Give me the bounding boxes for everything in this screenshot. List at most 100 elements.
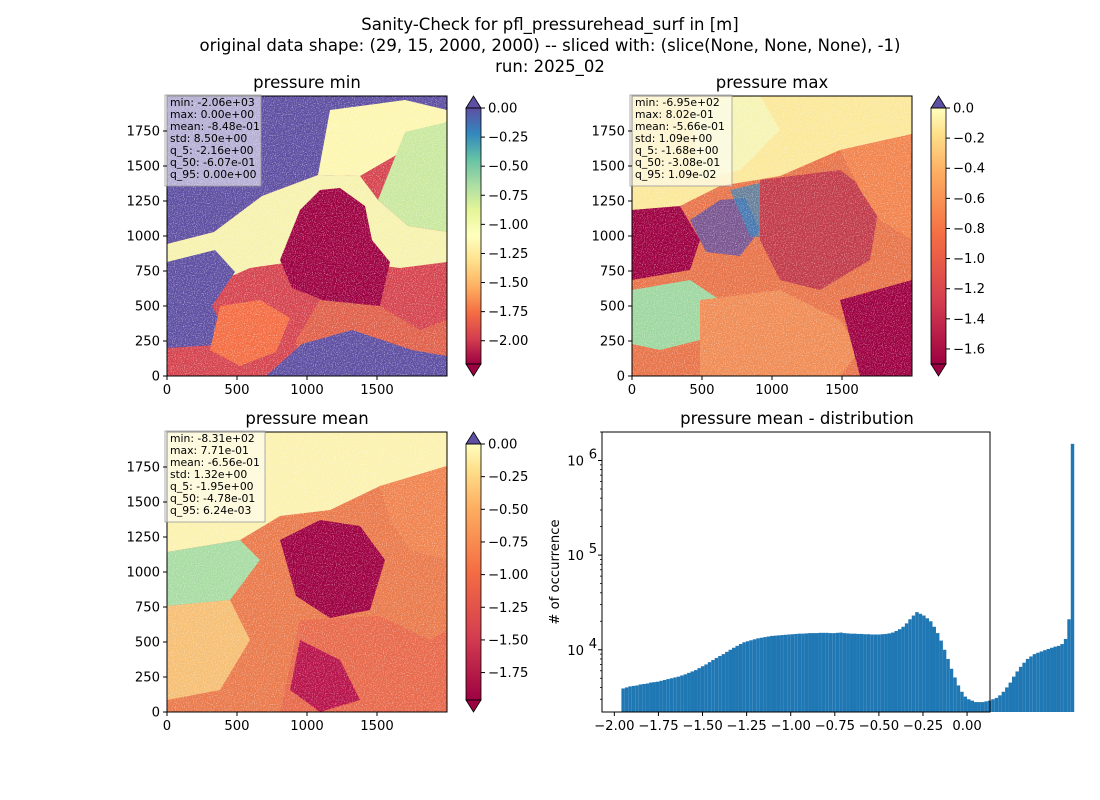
histogram-bar: [628, 686, 632, 712]
histogram-bar: [735, 645, 739, 712]
histogram-bar: [849, 633, 854, 712]
histogram-bar: [718, 655, 722, 712]
histogram-bar: [1039, 651, 1044, 712]
x-tick-label: 0: [628, 383, 636, 398]
y-tick-exponent: 5: [589, 542, 597, 557]
map-image: [167, 96, 447, 376]
histogram-bar: [666, 679, 670, 712]
colorbar-tick-label: −0.50: [488, 160, 528, 175]
colorbar-tick-label: 0.00: [488, 438, 517, 453]
y-tick-label: 1500: [591, 160, 625, 175]
y-tick-label: 0: [152, 706, 160, 721]
histogram-bar: [956, 685, 961, 712]
colorbar-tick-label: −1.25: [488, 247, 528, 262]
histogram-bar: [970, 700, 974, 712]
histogram-bar: [662, 679, 667, 712]
histogram-bar: [763, 637, 767, 712]
histogram-bar: [1018, 666, 1023, 712]
histogram-bar: [711, 659, 715, 712]
histogram-bar: [911, 615, 916, 712]
colorbar-tick-label: −0.75: [488, 189, 528, 204]
y-tick-label: 10: [567, 549, 584, 564]
colorbar-tick-label: −0.4: [953, 162, 985, 177]
histogram-bar: [832, 633, 836, 712]
panel-title: pressure mean: [245, 409, 368, 428]
axes-frame: [601, 431, 991, 713]
colorbar-tick-label: −1.6: [953, 342, 985, 357]
y-tick-label: 0: [617, 370, 625, 385]
histogram-bar: [707, 662, 712, 712]
colorbar-ticks: 0.0 −0.2 −0.4 −0.6 −0.8 −1.0 −1.2 −1.4 −1.6: [946, 102, 985, 357]
stats-box: min: -6.95e+02 max: 8.02e-01 mean: -5.66…: [629, 94, 733, 187]
stat-line: min: -6.95e+02: [635, 96, 720, 109]
histogram-bars: [621, 443, 1075, 712]
histogram-bar: [759, 637, 764, 712]
colorbar-tick-label: −1.00: [488, 568, 528, 583]
y-axis-label: # of occurrence: [548, 519, 563, 624]
histogram-bar: [873, 634, 878, 712]
y-tick-label: 500: [600, 300, 625, 315]
histogram-bar: [1043, 650, 1047, 712]
histogram-bar: [721, 654, 726, 712]
histogram-bar: [967, 699, 971, 712]
stat-line: q_95: 0.00e+00: [170, 168, 257, 181]
histogram-bar: [960, 691, 964, 712]
y-tick-label: 1750: [591, 125, 625, 140]
x-tick-label: −0.75: [815, 719, 855, 734]
histogram-bar: [697, 668, 701, 712]
histogram-bar: [887, 633, 892, 712]
histogram-bar: [884, 633, 888, 712]
histogram-bar: [693, 670, 698, 712]
colorbar-gradient: [466, 444, 481, 700]
histogram-bar: [714, 657, 719, 712]
histogram-bar: [1050, 647, 1054, 712]
histogram-bar: [1067, 619, 1071, 712]
histogram-bar: [631, 685, 636, 712]
histogram-bar: [742, 642, 746, 712]
histogram-bar: [939, 640, 943, 712]
x-tick-label: −1.75: [638, 719, 678, 734]
stat-line: min: -2.06e+03: [170, 96, 255, 109]
histogram-bar: [683, 674, 688, 712]
histogram-bar: [842, 633, 847, 712]
suptitle-line-1: Sanity-Check for pfl_pressurehead_surf i…: [361, 15, 738, 35]
histogram-bar: [877, 634, 881, 712]
x-tick-label: −2.00: [594, 719, 634, 734]
colorbar-tick-label: 0.0: [953, 102, 974, 117]
colorbar: 0.0 −0.2 −0.4 −0.6 −0.8 −1.0 −1.2 −1.4 −1.6: [930, 95, 985, 377]
histogram-bar: [659, 680, 663, 712]
x-tick-label: 1000: [290, 383, 324, 398]
y-tick-label: 750: [135, 265, 160, 280]
histogram-bar: [649, 682, 653, 712]
histogram-bar: [787, 634, 791, 712]
colorbar-extend-top: [930, 95, 947, 109]
histogram-bar: [1029, 656, 1033, 712]
colorbar-tick-label: −0.50: [488, 503, 528, 518]
y-tick-label: 1750: [126, 461, 160, 476]
histogram-bar: [1015, 671, 1019, 712]
histogram-bar: [1012, 676, 1016, 712]
histogram-bar: [973, 702, 978, 712]
y-tick-label: 250: [135, 335, 160, 350]
histogram-bar: [929, 621, 933, 712]
stat-line: max: 7.71e-01: [170, 444, 249, 457]
histogram-bar: [866, 634, 871, 712]
histogram-bar: [901, 626, 905, 712]
x-tick-label: 0: [163, 719, 171, 734]
stat-line: mean: -8.48e-01: [170, 120, 260, 133]
histogram-bar: [770, 635, 774, 712]
histogram-bar: [828, 633, 833, 712]
histogram-bar: [669, 678, 674, 712]
x-tick-label: −0.25: [903, 719, 943, 734]
histogram-bar: [932, 626, 936, 712]
histogram-bar: [635, 685, 639, 712]
histogram-bar: [1022, 662, 1026, 712]
histogram-bar: [811, 633, 815, 712]
colorbar-tick-label: −1.50: [488, 633, 528, 648]
histogram-bar: [1025, 658, 1030, 712]
y-tick-label: 1000: [126, 566, 160, 581]
y-tick-label: 500: [135, 636, 160, 651]
stat-line: std: 1.09e+00: [635, 132, 712, 145]
histogram-bar: [870, 634, 874, 712]
